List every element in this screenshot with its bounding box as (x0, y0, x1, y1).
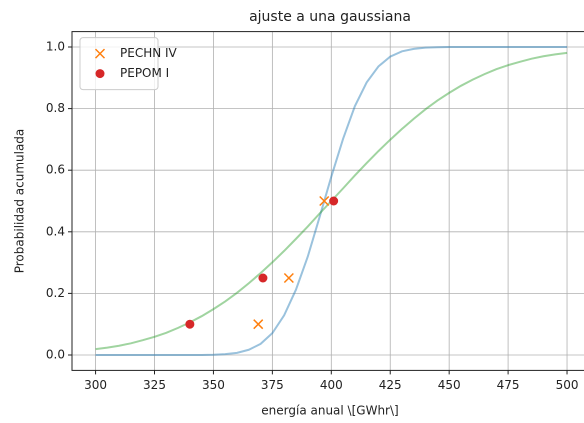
x-axis-label: energía anual \[GWhr\] (261, 404, 398, 418)
legend-label: PECHN IV (120, 46, 178, 60)
y-tick-label: 0.2 (46, 286, 65, 300)
y-tick-label: 0.0 (46, 348, 65, 362)
x-tick-label: 450 (438, 378, 461, 392)
point (329, 196, 339, 206)
plot-frame (71, 31, 584, 371)
x-tick-label: 350 (202, 378, 225, 392)
x-tick-label: 400 (320, 378, 343, 392)
x-tick-label: 325 (143, 378, 166, 392)
legend-marker (94, 48, 106, 59)
x-tick-label: 375 (261, 378, 284, 392)
x-tick-label: 500 (556, 378, 579, 392)
x-tick-label: 425 (379, 378, 402, 392)
curve (95, 46, 568, 356)
point (185, 319, 195, 329)
x-tick-label: 475 (497, 378, 520, 392)
chart-title: ajuste a una gaussiana (249, 9, 411, 25)
y-axis-label: Probabilidad acumulada (13, 129, 27, 274)
x-tick-label: 300 (84, 378, 107, 392)
point (319, 195, 330, 207)
y-tick-label: 1.0 (46, 40, 65, 54)
point (258, 273, 268, 283)
point (283, 272, 294, 284)
y-tick-label: 0.8 (46, 101, 65, 115)
point (253, 319, 264, 330)
legend-marker (95, 69, 105, 79)
legend-label: PEPOM I (120, 66, 169, 80)
y-tick-label: 0.6 (46, 163, 65, 177)
y-tick-label: 0.4 (46, 224, 65, 238)
